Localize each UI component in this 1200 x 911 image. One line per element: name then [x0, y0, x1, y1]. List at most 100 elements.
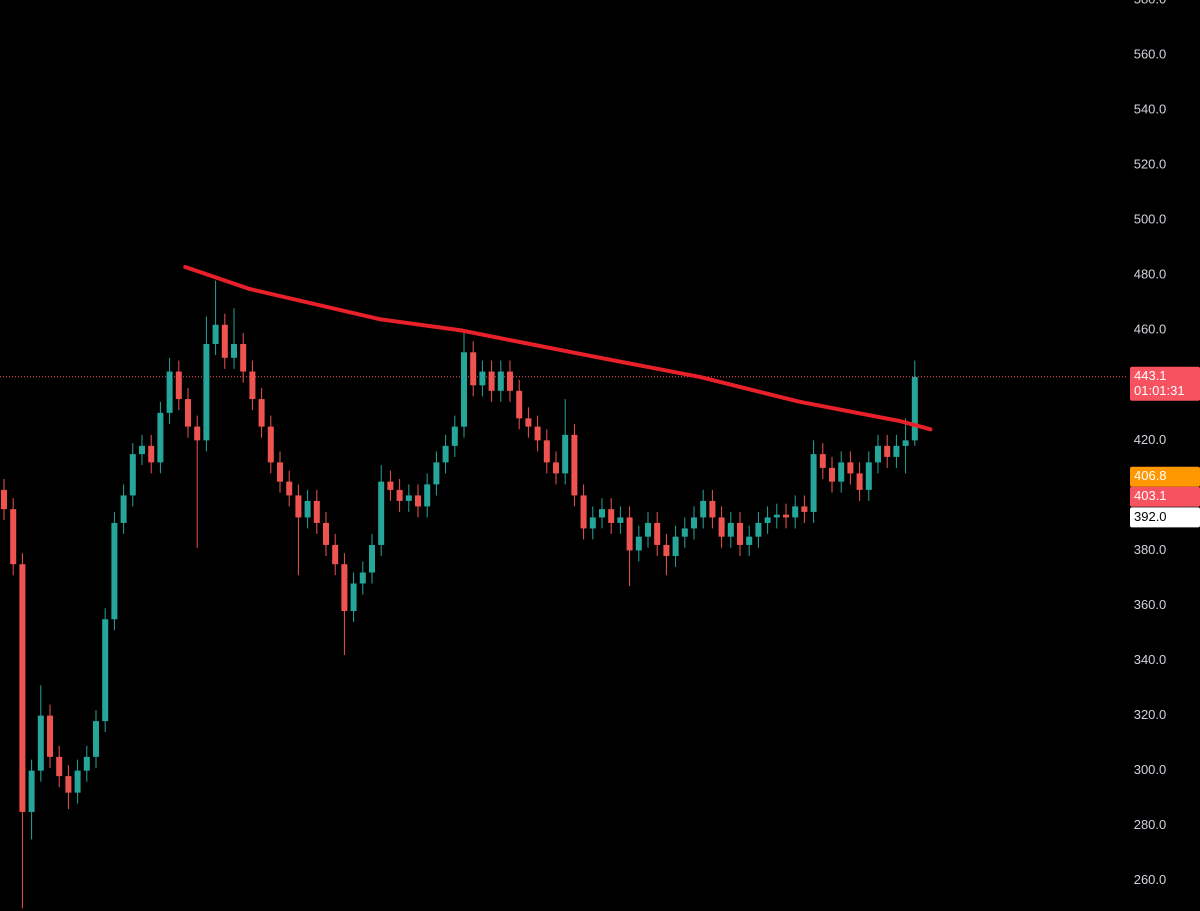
candle-body — [718, 517, 725, 537]
candle-body — [479, 371, 486, 386]
candle-body — [433, 462, 440, 485]
candle-body — [543, 440, 550, 463]
candle-body — [323, 522, 329, 545]
candle-body — [451, 426, 458, 446]
candle-body — [378, 481, 385, 545]
price-label-box — [1130, 507, 1200, 528]
candle-body — [304, 500, 311, 518]
candle-body — [875, 445, 881, 463]
price-label: 443.1 — [1134, 368, 1167, 383]
candle-body — [829, 467, 835, 482]
candle-body — [534, 426, 541, 441]
candle-body — [856, 473, 863, 490]
y-tick-label: 500.0 — [1134, 212, 1167, 227]
y-tick-label: 260.0 — [1134, 872, 1167, 887]
candle-body — [589, 517, 596, 529]
y-tick-label: 540.0 — [1134, 102, 1167, 117]
candle-body — [737, 522, 743, 545]
candle-body — [47, 715, 53, 757]
candle-body — [727, 522, 734, 537]
candle-body — [295, 495, 302, 518]
candle-body — [74, 770, 81, 793]
candle-body — [783, 514, 789, 518]
y-tick-label: 520.0 — [1134, 157, 1167, 172]
trend-line — [183, 264, 933, 432]
candle-body — [139, 445, 145, 455]
candle-body — [350, 583, 357, 612]
price-label-box — [1130, 466, 1200, 487]
y-tick-label: 560.0 — [1134, 46, 1167, 61]
candle-body — [599, 509, 605, 518]
candle-body — [626, 517, 633, 551]
candle-body — [221, 324, 228, 358]
candle-body — [212, 324, 219, 345]
candle-body — [341, 564, 348, 612]
candle-body — [488, 371, 495, 391]
candle-body — [654, 522, 661, 545]
candle-body — [461, 352, 467, 427]
candle-body — [249, 371, 256, 400]
candle-body — [240, 344, 247, 372]
candle-body — [635, 536, 642, 551]
candle-body — [516, 390, 523, 419]
candle-body — [865, 462, 872, 490]
y-tick-label: 580.0 — [1134, 0, 1167, 6]
candle-body — [56, 756, 63, 777]
y-tick-label: 280.0 — [1134, 817, 1167, 832]
candle-body — [442, 445, 449, 463]
y-tick-label: 380.0 — [1134, 542, 1167, 557]
candle-body — [911, 377, 918, 441]
price-label-box — [1130, 366, 1200, 401]
candle-body — [884, 445, 891, 457]
candle-body — [111, 522, 118, 620]
price-label: 392.0 — [1134, 509, 1167, 524]
candle-body — [672, 536, 679, 556]
candle-body — [277, 462, 283, 482]
candle-body — [819, 454, 826, 468]
candle-body — [332, 544, 339, 565]
candle-body — [129, 454, 136, 496]
candle-body — [267, 426, 274, 463]
y-tick-label: 360.0 — [1134, 597, 1167, 612]
candle-body — [902, 440, 909, 446]
candle-body — [1, 489, 7, 510]
candle-body — [424, 484, 431, 507]
candle-body — [801, 506, 808, 512]
candle-body — [175, 371, 182, 400]
candle-body — [166, 371, 173, 413]
candle-body — [700, 500, 707, 518]
candle-body — [525, 418, 532, 427]
candle-body — [185, 399, 191, 427]
candle-body — [396, 489, 403, 501]
candle-body — [157, 412, 164, 463]
price-label-box — [1130, 486, 1200, 507]
candle-body — [709, 500, 716, 518]
y-tick-label: 480.0 — [1134, 267, 1167, 282]
candle-body — [847, 462, 854, 474]
countdown-label: 01:01:31 — [1134, 383, 1185, 398]
candle-body — [387, 481, 394, 490]
candle-body — [893, 445, 900, 457]
candle-body — [838, 462, 845, 482]
candle-body — [608, 509, 615, 523]
candle-body — [746, 536, 753, 545]
y-tick-label: 460.0 — [1134, 322, 1167, 337]
candle-body — [10, 509, 17, 565]
candle-body — [773, 514, 780, 518]
price-label: 403.1 — [1134, 488, 1167, 503]
candle-body — [65, 776, 72, 793]
candle-body — [810, 454, 817, 512]
candle-body — [507, 371, 513, 391]
candle-body — [359, 572, 366, 584]
candle-body — [102, 619, 109, 722]
candle-body — [415, 495, 421, 507]
candle-body — [231, 344, 237, 358]
candle-body — [681, 528, 688, 537]
candle-body — [369, 544, 375, 573]
candle-body — [83, 756, 90, 771]
y-tick-label: 320.0 — [1134, 707, 1167, 722]
y-tick-label: 340.0 — [1134, 652, 1167, 667]
